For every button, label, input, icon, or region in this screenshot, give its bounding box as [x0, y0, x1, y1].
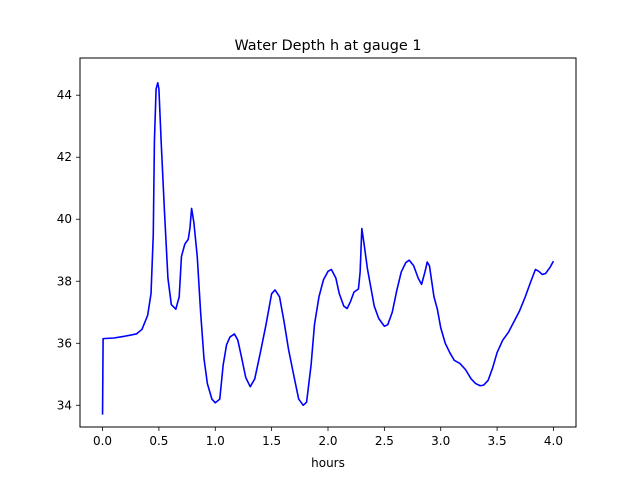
y-tick-label: 36 [57, 336, 72, 350]
series-layer [101, 82, 555, 415]
x-tick-label: 2.5 [375, 434, 394, 448]
series-line-0 [101, 82, 555, 415]
y-tick-label: 44 [57, 88, 72, 102]
y-axis: 34 36 38 40 42 44 [57, 88, 80, 412]
x-tick-label: 0.5 [149, 434, 168, 448]
y-tick-label: 42 [57, 150, 72, 164]
x-tick-label: 3.5 [488, 434, 507, 448]
y-tick-label: 34 [57, 398, 72, 412]
x-tick-label: 1.0 [206, 434, 225, 448]
x-tick-label: 1.5 [262, 434, 281, 448]
chart-title: Water Depth h at gauge 1 [234, 38, 421, 54]
y-tick-label: 40 [57, 212, 72, 226]
x-tick-label: 4.0 [544, 434, 563, 448]
x-tick-label: 0.0 [93, 434, 112, 448]
x-tick-label: 3.0 [431, 434, 450, 448]
x-axis: 0.0 0.5 1.0 1.5 2.0 2.5 3.0 3.5 4.0 [93, 427, 563, 448]
y-tick-label: 38 [57, 274, 72, 288]
x-tick-label: 2.0 [318, 434, 337, 448]
x-axis-label: hours [311, 456, 345, 470]
